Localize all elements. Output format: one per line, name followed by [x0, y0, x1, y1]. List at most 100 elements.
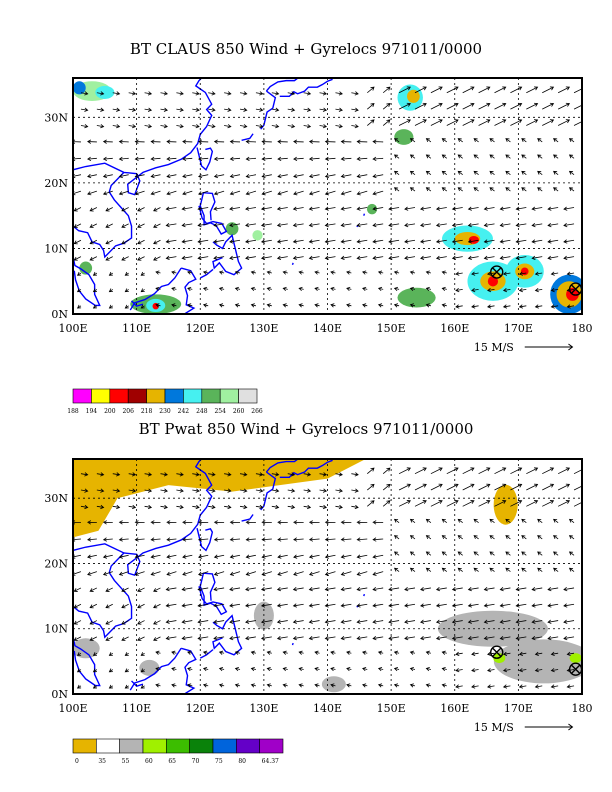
wind-arrow — [505, 170, 511, 176]
wind-arrow — [457, 154, 463, 159]
wind-arrow — [118, 173, 129, 179]
wind-arrow — [324, 190, 336, 196]
wind-arrow — [430, 86, 443, 94]
wind-arrow — [198, 173, 209, 179]
wind-arrow — [282, 666, 288, 672]
wind-arrow — [398, 467, 411, 475]
wind-arrow — [239, 488, 248, 493]
wind-arrow — [308, 222, 320, 228]
wind-arrow — [455, 304, 463, 309]
wind-arrow — [441, 286, 447, 292]
lon-label: 110E — [122, 702, 151, 715]
wind-arrow — [234, 683, 241, 688]
wind-arrow — [420, 206, 431, 211]
wind-arrow — [308, 554, 320, 559]
wind-arrow — [314, 303, 320, 308]
wind-arrow — [266, 303, 272, 308]
wind-arrow — [553, 518, 559, 523]
map-frame — [72, 458, 583, 695]
wind-arrow — [340, 520, 352, 525]
wind-arrow — [261, 173, 272, 179]
wind-arrow — [260, 222, 272, 228]
wind-arrow — [118, 139, 129, 144]
wind-arrow — [335, 107, 343, 112]
wind-arrow — [121, 603, 129, 609]
wind-arrow — [202, 666, 209, 672]
wind-arrow — [287, 91, 296, 96]
wind-arrow — [165, 619, 177, 624]
wind-arrow — [118, 571, 129, 576]
wind-arrow — [308, 255, 320, 260]
wind-arrow — [388, 255, 400, 260]
wind-arrow — [409, 303, 416, 308]
wind-arrow — [367, 119, 375, 126]
wind-arrow — [531, 206, 543, 211]
wind-arrow — [155, 286, 161, 292]
colorbar-label: 0 — [75, 758, 79, 765]
wind-arrow — [314, 286, 320, 292]
wind-arrow — [489, 154, 495, 159]
wind-arrow — [557, 102, 571, 110]
wind-arrow — [87, 190, 97, 196]
wind-arrow — [165, 255, 177, 260]
wind-arrow — [213, 206, 225, 211]
shading-cell — [79, 261, 93, 275]
wind-arrow — [176, 107, 184, 112]
wind-arrow — [393, 303, 400, 308]
wind-arrow — [515, 635, 527, 641]
wind-arrow — [510, 483, 523, 491]
colorbar-label: 80 — [238, 758, 246, 765]
wind-arrow — [362, 650, 368, 655]
wind-arrow — [404, 603, 416, 608]
wind-arrow — [255, 91, 264, 96]
wind-arrow — [372, 222, 384, 228]
wind-arrow — [266, 286, 272, 292]
wind-arrow — [208, 504, 216, 510]
wind-arrow — [557, 500, 571, 507]
wind-arrow — [87, 173, 97, 179]
wind-arrow — [441, 551, 448, 556]
wind-arrow — [234, 270, 241, 275]
wind-arrow — [229, 156, 241, 161]
wind-arrow — [308, 156, 320, 162]
wind-arrow — [483, 603, 495, 608]
wind-arrow — [462, 102, 475, 110]
wind-arrow — [218, 286, 225, 292]
coastline — [265, 78, 300, 92]
wind-arrow — [425, 303, 431, 308]
wind-arrow — [197, 255, 209, 260]
wind-arrow — [308, 635, 320, 641]
wind-arrow — [76, 652, 82, 656]
wind-arrow — [473, 170, 479, 176]
wind-arrow — [234, 666, 241, 672]
colorbar-label: 194 — [86, 408, 98, 415]
wind-arrow — [425, 154, 432, 159]
map-area — [73, 459, 582, 694]
map-area — [73, 78, 582, 314]
wind-arrow — [213, 537, 225, 542]
wind-arrow — [80, 91, 89, 96]
wind-arrow — [478, 119, 491, 126]
wind-arrow — [356, 587, 368, 592]
wind-arrow — [409, 187, 416, 192]
wind-arrow — [153, 223, 161, 228]
wind-arrow — [140, 304, 145, 309]
wind-arrow — [293, 537, 304, 542]
wind-arrow — [518, 668, 527, 673]
wind-arrow — [298, 286, 304, 292]
wind-arrow — [213, 635, 225, 641]
wind-arrow — [446, 86, 459, 94]
wind-arrow — [182, 139, 193, 144]
wind-arrow — [335, 472, 343, 477]
wind-arrow — [489, 187, 495, 192]
wind-arrow — [393, 650, 400, 655]
wind-arrow — [89, 256, 98, 261]
wind-arrow — [340, 255, 352, 260]
wind-arrow — [137, 239, 145, 245]
wind-arrow — [197, 156, 209, 161]
wind-arrow — [140, 684, 145, 689]
wind-arrow — [105, 636, 113, 641]
coastline — [199, 268, 214, 279]
wind-arrow — [144, 488, 153, 493]
wind-arrow — [160, 472, 168, 477]
